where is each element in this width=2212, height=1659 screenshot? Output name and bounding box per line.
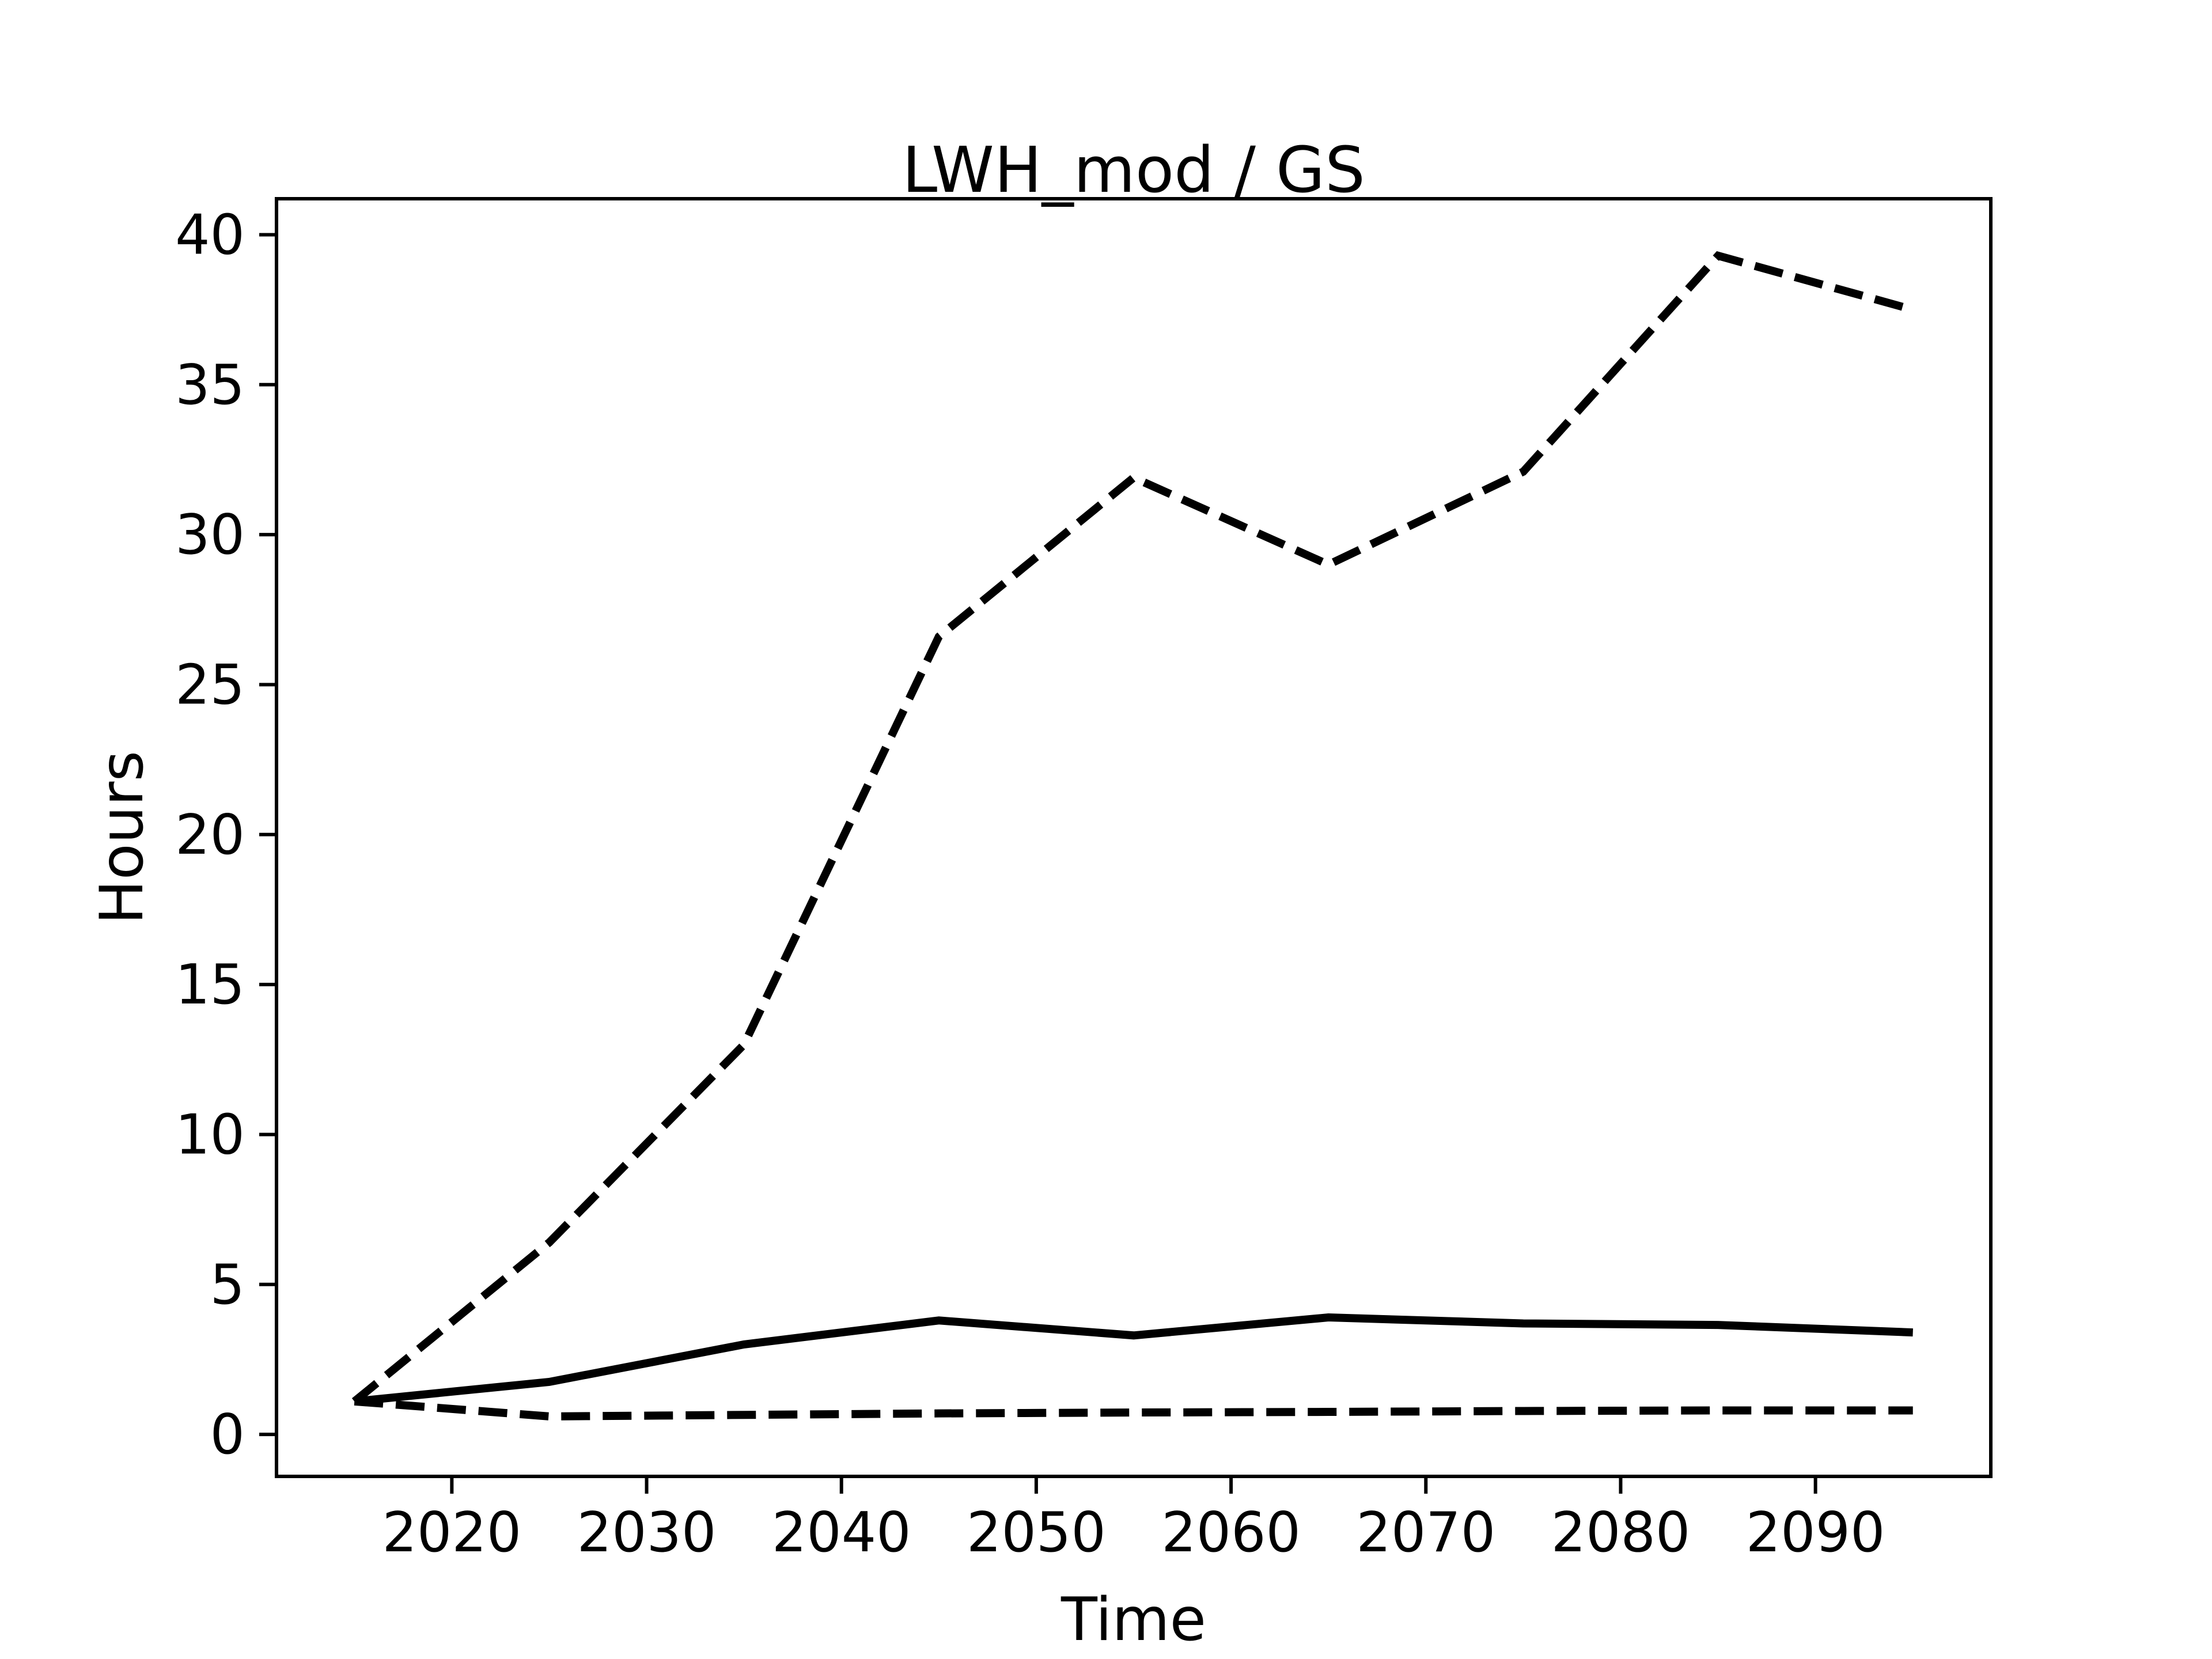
y-tick-label: 25 xyxy=(175,653,245,717)
upper-dashed-series-line xyxy=(351,251,1914,1405)
y-tick-label: 20 xyxy=(175,804,245,867)
x-tick-label: 2060 xyxy=(1161,1501,1301,1565)
x-tick-label: 2020 xyxy=(382,1501,521,1565)
x-tick-label: 2030 xyxy=(577,1501,717,1565)
axes-frame xyxy=(275,197,1993,1478)
x-tick-label: 2050 xyxy=(967,1501,1106,1565)
y-tick-label: 40 xyxy=(175,203,245,267)
y-tick-label: 35 xyxy=(175,354,245,417)
lower-dashed-series-line xyxy=(354,1397,1913,1421)
y-tick-label: 30 xyxy=(175,503,245,567)
chart-title: LWH_mod / GS xyxy=(902,133,1365,207)
x-tick-label: 2080 xyxy=(1551,1501,1691,1565)
x-tick-label: 2070 xyxy=(1356,1501,1495,1565)
y-axis-label: Hours xyxy=(88,751,157,925)
x-tick-label: 2040 xyxy=(772,1501,911,1565)
y-tick-label: 15 xyxy=(175,953,245,1017)
y-tick-label: 5 xyxy=(210,1253,245,1317)
y-tick-label: 10 xyxy=(175,1103,245,1166)
x-tick-label: 2090 xyxy=(1746,1501,1885,1565)
x-axis-label: Time xyxy=(1060,1585,1207,1654)
y-tick-label: 0 xyxy=(210,1403,245,1467)
solid-series-line xyxy=(354,1313,1913,1406)
